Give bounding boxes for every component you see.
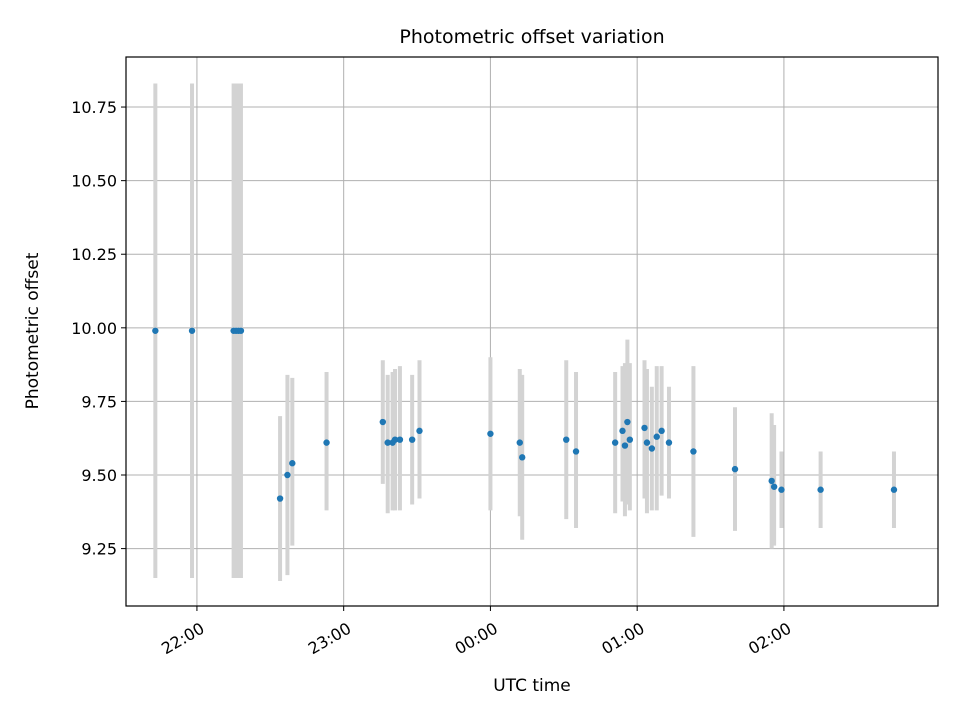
- y-tick-label: 9.25: [81, 540, 117, 559]
- y-axis-title: Photometric offset: [23, 252, 43, 409]
- data-point: [611, 439, 619, 446]
- data-point: [731, 465, 739, 473]
- y-tick-label: 9.50: [81, 466, 117, 485]
- data-point: [563, 436, 570, 443]
- data-point: [621, 442, 629, 449]
- data-point: [487, 430, 494, 437]
- data-point: [152, 327, 159, 334]
- data-point: [519, 454, 526, 461]
- grid: [126, 57, 938, 606]
- data-point: [817, 486, 824, 493]
- data-point: [237, 327, 245, 334]
- data-point: [665, 439, 673, 446]
- data-point: [641, 424, 648, 432]
- y-tick-label: 10.00: [71, 319, 117, 338]
- data-point: [323, 439, 330, 446]
- data-point: [188, 327, 196, 334]
- data-point: [396, 436, 404, 443]
- data-point: [890, 486, 898, 493]
- data-point: [690, 448, 697, 455]
- data-point: [284, 471, 291, 479]
- data-point: [624, 418, 631, 426]
- data-point: [658, 427, 665, 435]
- data-point: [516, 439, 523, 446]
- data-point: [770, 483, 778, 490]
- data-point: [379, 418, 387, 426]
- y-tick-label: 10.50: [71, 172, 117, 191]
- data-point: [648, 445, 656, 452]
- data-point: [276, 495, 284, 502]
- plot-area-frame: [125, 56, 939, 607]
- data-point: [619, 427, 626, 435]
- data-points: [152, 327, 898, 502]
- data-point: [626, 436, 634, 443]
- data-point: [768, 477, 775, 485]
- data-point: [391, 436, 399, 443]
- data-point: [643, 439, 651, 446]
- data-point: [572, 448, 580, 455]
- y-tick-label: 10.25: [71, 245, 117, 264]
- data-point: [289, 460, 296, 467]
- data-point: [384, 439, 391, 446]
- data-point: [653, 433, 660, 440]
- data-point: [416, 427, 423, 435]
- y-tick-label: 10.75: [71, 98, 117, 117]
- chart-title: Photometric offset variation: [399, 26, 664, 48]
- data-point: [778, 486, 785, 493]
- x-axis-title: UTC time: [493, 676, 571, 696]
- y-tick-label: 9.75: [81, 392, 117, 411]
- data-point: [408, 436, 416, 443]
